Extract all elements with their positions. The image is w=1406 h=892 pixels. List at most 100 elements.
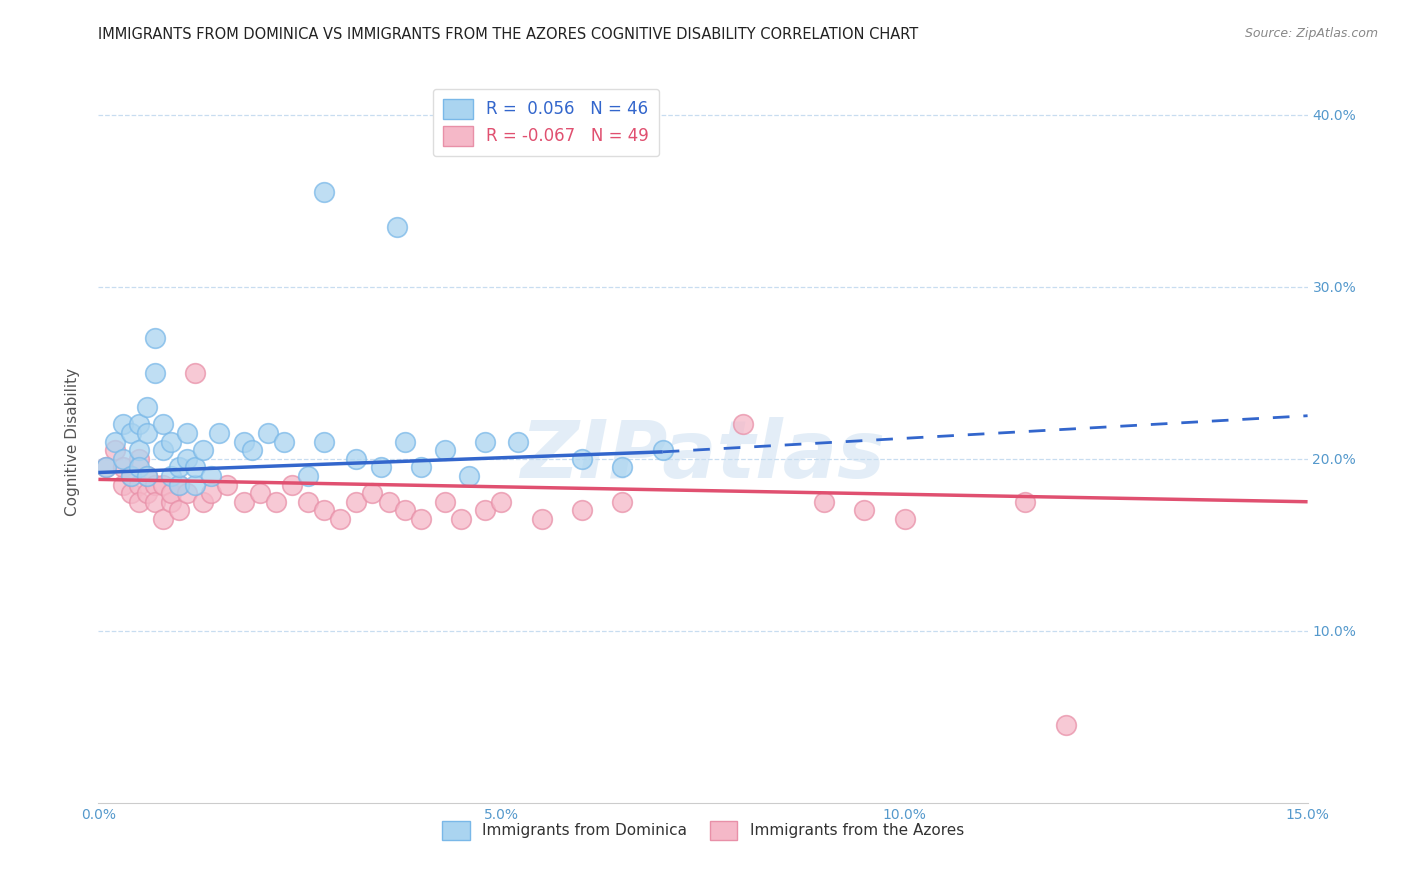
Point: [491, 494, 513, 508]
Point: [314, 434, 336, 449]
Point: [128, 417, 150, 432]
Point: [152, 417, 174, 432]
Point: [344, 451, 367, 466]
Text: Source: ZipAtlas.com: Source: ZipAtlas.com: [1244, 27, 1378, 40]
Point: [394, 503, 416, 517]
Point: [120, 486, 142, 500]
Point: [281, 477, 304, 491]
Point: [450, 512, 472, 526]
Point: [733, 417, 755, 432]
Point: [167, 477, 190, 491]
Point: [232, 434, 254, 449]
Point: [152, 443, 174, 458]
Text: IMMIGRANTS FROM DOMINICA VS IMMIGRANTS FROM THE AZORES COGNITIVE DISABILITY CORR: IMMIGRANTS FROM DOMINICA VS IMMIGRANTS F…: [98, 27, 918, 42]
Point: [135, 425, 157, 440]
Point: [128, 443, 150, 458]
Point: [530, 512, 553, 526]
Point: [394, 434, 416, 449]
Point: [893, 512, 915, 526]
Point: [103, 434, 125, 449]
Point: [120, 469, 142, 483]
Point: [160, 494, 183, 508]
Point: [160, 434, 183, 449]
Point: [249, 486, 271, 500]
Point: [111, 417, 134, 432]
Point: [1054, 718, 1077, 732]
Point: [200, 469, 222, 483]
Point: [571, 503, 593, 517]
Point: [143, 494, 166, 508]
Point: [344, 494, 367, 508]
Point: [176, 425, 198, 440]
Point: [128, 460, 150, 475]
Legend: Immigrants from Dominica, Immigrants from the Azores: Immigrants from Dominica, Immigrants fro…: [436, 815, 970, 846]
Point: [612, 494, 634, 508]
Point: [143, 366, 166, 380]
Point: [167, 477, 190, 491]
Point: [135, 400, 157, 414]
Point: [128, 451, 150, 466]
Point: [96, 460, 118, 475]
Point: [377, 494, 399, 508]
Point: [143, 477, 166, 491]
Point: [120, 425, 142, 440]
Point: [135, 486, 157, 500]
Point: [135, 469, 157, 483]
Point: [409, 512, 432, 526]
Point: [506, 434, 529, 449]
Point: [217, 477, 239, 491]
Point: [458, 469, 481, 483]
Point: [314, 503, 336, 517]
Point: [160, 486, 183, 500]
Point: [200, 486, 222, 500]
Point: [184, 477, 207, 491]
Point: [111, 451, 134, 466]
Point: [143, 331, 166, 345]
Point: [297, 469, 319, 483]
Point: [128, 477, 150, 491]
Point: [160, 469, 183, 483]
Text: ZIPatlas: ZIPatlas: [520, 417, 886, 495]
Point: [111, 460, 134, 475]
Point: [1014, 494, 1036, 508]
Point: [184, 366, 207, 380]
Point: [111, 477, 134, 491]
Point: [264, 494, 287, 508]
Point: [208, 425, 231, 440]
Point: [409, 460, 432, 475]
Point: [120, 469, 142, 483]
Point: [385, 219, 408, 234]
Point: [571, 451, 593, 466]
Point: [434, 443, 457, 458]
Point: [176, 486, 198, 500]
Point: [256, 425, 278, 440]
Point: [240, 443, 263, 458]
Point: [184, 460, 207, 475]
Point: [193, 494, 215, 508]
Point: [232, 494, 254, 508]
Y-axis label: Cognitive Disability: Cognitive Disability: [65, 368, 80, 516]
Point: [167, 503, 190, 517]
Point: [167, 460, 190, 475]
Point: [853, 503, 876, 517]
Point: [370, 460, 392, 475]
Point: [96, 460, 118, 475]
Point: [361, 486, 384, 500]
Point: [152, 512, 174, 526]
Point: [612, 460, 634, 475]
Point: [474, 503, 496, 517]
Point: [474, 434, 496, 449]
Point: [176, 451, 198, 466]
Point: [297, 494, 319, 508]
Point: [813, 494, 835, 508]
Point: [135, 469, 157, 483]
Point: [152, 477, 174, 491]
Point: [273, 434, 295, 449]
Point: [314, 185, 336, 199]
Point: [434, 494, 457, 508]
Point: [329, 512, 352, 526]
Point: [128, 494, 150, 508]
Point: [103, 443, 125, 458]
Point: [193, 443, 215, 458]
Point: [651, 443, 673, 458]
